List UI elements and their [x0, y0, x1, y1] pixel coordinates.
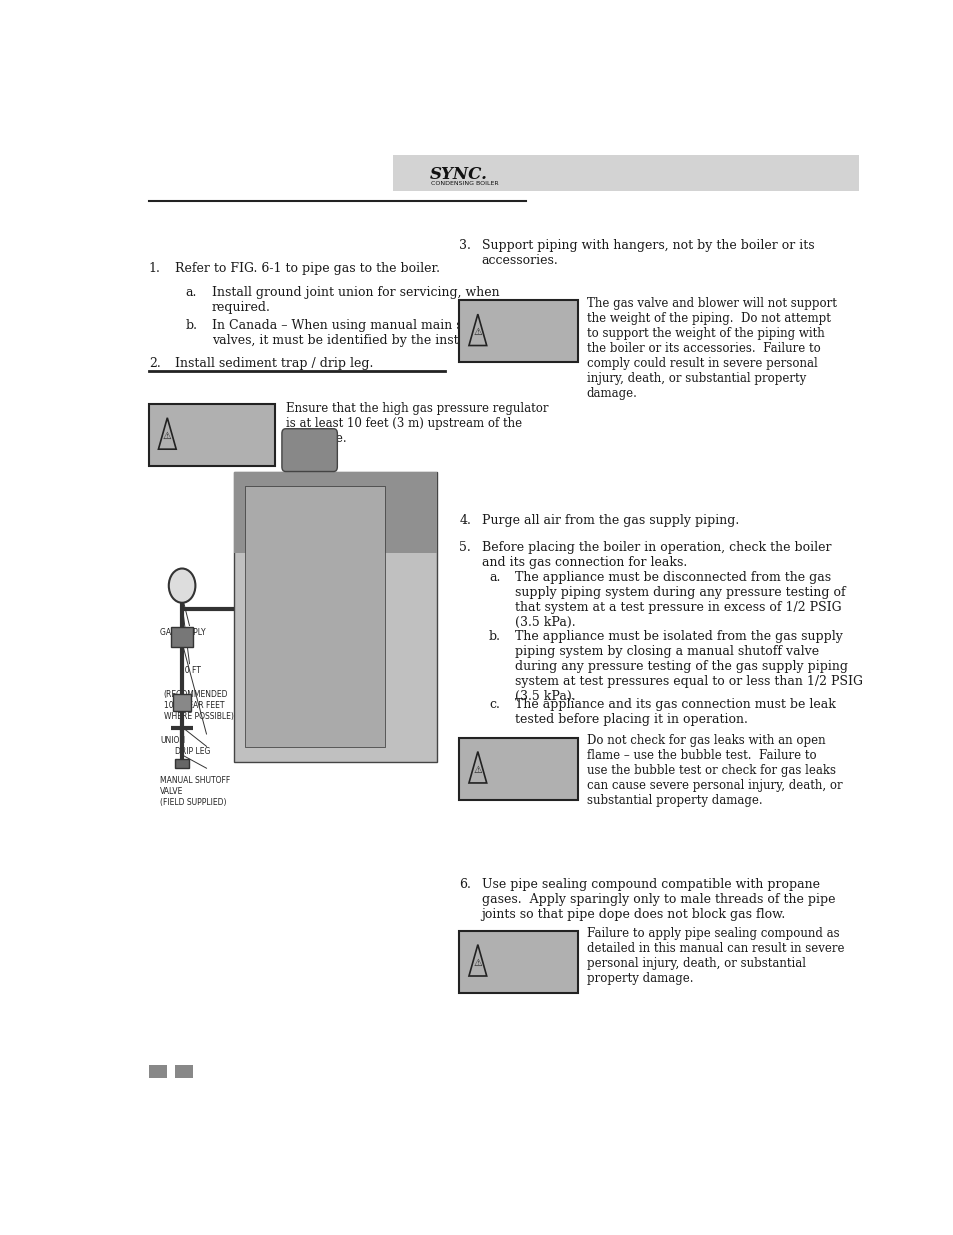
- FancyBboxPatch shape: [171, 626, 193, 647]
- Text: b.: b.: [186, 320, 197, 332]
- Text: Install sediment trap / drip leg.: Install sediment trap / drip leg.: [174, 357, 373, 370]
- Text: 10 FT: 10 FT: [180, 667, 200, 676]
- FancyBboxPatch shape: [174, 758, 190, 768]
- FancyBboxPatch shape: [233, 472, 436, 762]
- Text: 6.: 6.: [459, 878, 471, 890]
- FancyBboxPatch shape: [149, 1065, 167, 1078]
- Text: The appliance must be disconnected from the gas
supply piping system during any : The appliance must be disconnected from …: [515, 572, 844, 630]
- Text: The appliance and its gas connection must be leak
tested before placing it in op: The appliance and its gas connection mus…: [515, 698, 835, 726]
- FancyBboxPatch shape: [459, 931, 577, 993]
- Text: Before placing the boiler in operation, check the boiler
and its gas connection : Before placing the boiler in operation, …: [481, 541, 830, 569]
- Text: (RECOMMENDED
10 LINEAR FEET
WHERE POSSIBLE): (RECOMMENDED 10 LINEAR FEET WHERE POSSIB…: [164, 690, 233, 721]
- Text: ⚠: ⚠: [473, 957, 481, 968]
- Text: 5.: 5.: [459, 541, 471, 555]
- FancyBboxPatch shape: [173, 694, 191, 711]
- Text: 2.: 2.: [149, 357, 160, 370]
- Text: The gas valve and blower will not support
the weight of the piping.  Do not atte: The gas valve and blower will not suppor…: [586, 296, 836, 400]
- FancyBboxPatch shape: [459, 737, 577, 799]
- Text: UNION: UNION: [160, 736, 185, 745]
- Text: a.: a.: [488, 572, 499, 584]
- Text: Failure to apply pipe sealing compound as
detailed in this manual can result in : Failure to apply pipe sealing compound a…: [586, 927, 843, 986]
- Text: b.: b.: [488, 630, 500, 643]
- Text: CONDENSING BOILER: CONDENSING BOILER: [431, 180, 498, 186]
- FancyBboxPatch shape: [393, 154, 858, 191]
- Text: Ensure that the high gas pressure regulator
is at least 10 feet (3 m) upstream o: Ensure that the high gas pressure regula…: [285, 403, 548, 445]
- Text: Use pipe sealing compound compatible with propane
gases.  Apply sparingly only t: Use pipe sealing compound compatible wit…: [481, 878, 834, 920]
- Text: 3.: 3.: [459, 238, 471, 252]
- Text: The appliance must be isolated from the gas supply
piping system by closing a ma: The appliance must be isolated from the …: [515, 630, 862, 703]
- FancyBboxPatch shape: [245, 485, 385, 747]
- FancyBboxPatch shape: [149, 404, 274, 466]
- Text: Support piping with hangers, not by the boiler or its
accessories.: Support piping with hangers, not by the …: [481, 238, 813, 267]
- Text: GAS SUPPLY: GAS SUPPLY: [160, 629, 205, 637]
- Text: MANUAL SHUTOFF
VALVE
(FIELD SUPPLIED): MANUAL SHUTOFF VALVE (FIELD SUPPLIED): [160, 776, 230, 806]
- Text: ⚠: ⚠: [473, 327, 481, 337]
- Text: Purge all air from the gas supply piping.: Purge all air from the gas supply piping…: [481, 514, 738, 527]
- Text: ⚠: ⚠: [473, 764, 481, 774]
- FancyBboxPatch shape: [233, 472, 436, 553]
- FancyBboxPatch shape: [282, 429, 337, 472]
- Circle shape: [169, 568, 195, 603]
- Text: Install ground joint union for servicing, when
required.: Install ground joint union for servicing…: [212, 287, 498, 314]
- Text: Do not check for gas leaks with an open
flame – use the bubble test.  Failure to: Do not check for gas leaks with an open …: [586, 734, 841, 806]
- Text: c.: c.: [488, 698, 499, 711]
- Text: DRIP LEG: DRIP LEG: [174, 747, 210, 756]
- Text: ⚠: ⚠: [163, 431, 172, 441]
- Text: 4.: 4.: [459, 514, 471, 527]
- Text: Refer to FIG. 6-1 to pipe gas to the boiler.: Refer to FIG. 6-1 to pipe gas to the boi…: [174, 262, 439, 275]
- Text: SYNC.: SYNC.: [429, 167, 487, 183]
- FancyBboxPatch shape: [459, 300, 577, 362]
- Text: a.: a.: [186, 287, 197, 299]
- Text: In Canada – When using manual main shutoff
valves, it must be identified by the : In Canada – When using manual main shuto…: [212, 320, 499, 347]
- Text: 1.: 1.: [149, 262, 160, 275]
- FancyBboxPatch shape: [174, 1065, 193, 1078]
